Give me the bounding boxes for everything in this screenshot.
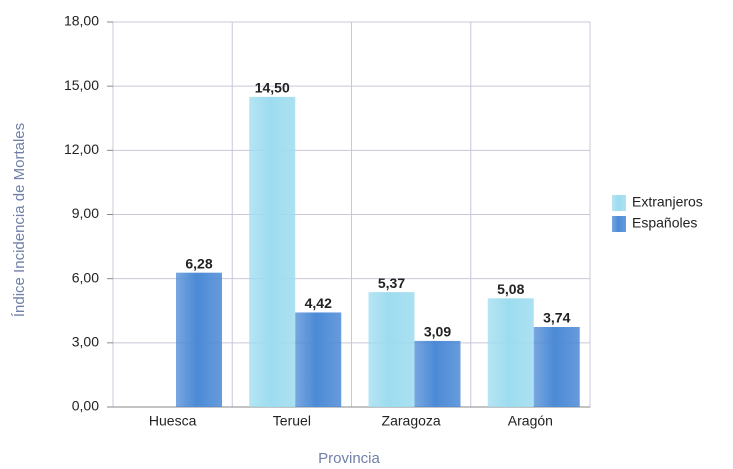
bar (295, 312, 342, 407)
bar (176, 272, 222, 407)
bar (487, 298, 534, 407)
legend-label: Extranjeros (632, 194, 703, 210)
value-label: 6,28 (185, 255, 212, 271)
bar (249, 96, 296, 407)
legend-swatch (612, 195, 626, 211)
y-axis-title: Índice Incidencia de Mortales (11, 123, 28, 317)
value-label: 14,50 (255, 80, 290, 96)
y-tick-label: 9,00 (72, 205, 99, 221)
value-label: 5,08 (497, 281, 524, 297)
value-label: 3,09 (424, 324, 451, 340)
bar (533, 327, 580, 407)
value-label: 4,42 (305, 295, 332, 311)
legend-label: Españoles (632, 215, 697, 231)
bar (368, 292, 415, 407)
y-tick-label: 0,00 (72, 398, 99, 414)
y-tick-label: 12,00 (64, 141, 99, 157)
bar (414, 340, 461, 407)
legend-swatch (612, 216, 626, 232)
x-tick-label: Zaragoza (382, 413, 441, 429)
y-tick-label: 3,00 (72, 334, 99, 350)
x-tick-label: Teruel (273, 413, 311, 429)
x-axis-title: Provincia (318, 450, 380, 467)
x-tick-label: Huesca (149, 413, 197, 429)
y-tick-label: 6,00 (72, 269, 99, 285)
y-tick-label: 15,00 (64, 77, 99, 93)
y-tick-label: 18,00 (64, 13, 99, 29)
value-label: 3,74 (543, 310, 570, 326)
value-label: 5,37 (378, 275, 405, 291)
x-tick-label: Aragón (508, 413, 553, 429)
